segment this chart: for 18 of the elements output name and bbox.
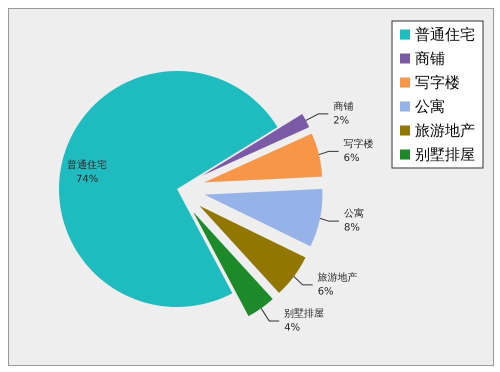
data-label: 74% xyxy=(76,174,98,186)
data-label: 2% xyxy=(333,115,350,126)
data-label: 8% xyxy=(344,222,360,234)
slice-label: 商铺 xyxy=(333,100,354,112)
legend-label: 公寓 xyxy=(415,98,445,116)
data-label: 6% xyxy=(344,152,360,164)
data-label: 6% xyxy=(318,286,334,298)
legend-label: 普通住宅 xyxy=(415,26,475,44)
legend-label: 写字楼 xyxy=(415,74,460,92)
slice-label: 旅游地产 xyxy=(318,271,358,284)
slice-label: 别墅排屋 xyxy=(284,307,324,320)
legend-label: 旅游地产 xyxy=(415,122,475,140)
legend-label: 商铺 xyxy=(415,50,445,68)
slice-label: 公寓 xyxy=(344,208,364,220)
slice-label: 写字楼 xyxy=(344,138,374,150)
data-label: 4% xyxy=(284,322,300,334)
legend-label: 别墅排屋 xyxy=(415,146,475,164)
slice-label: 普通住宅 xyxy=(67,159,108,172)
